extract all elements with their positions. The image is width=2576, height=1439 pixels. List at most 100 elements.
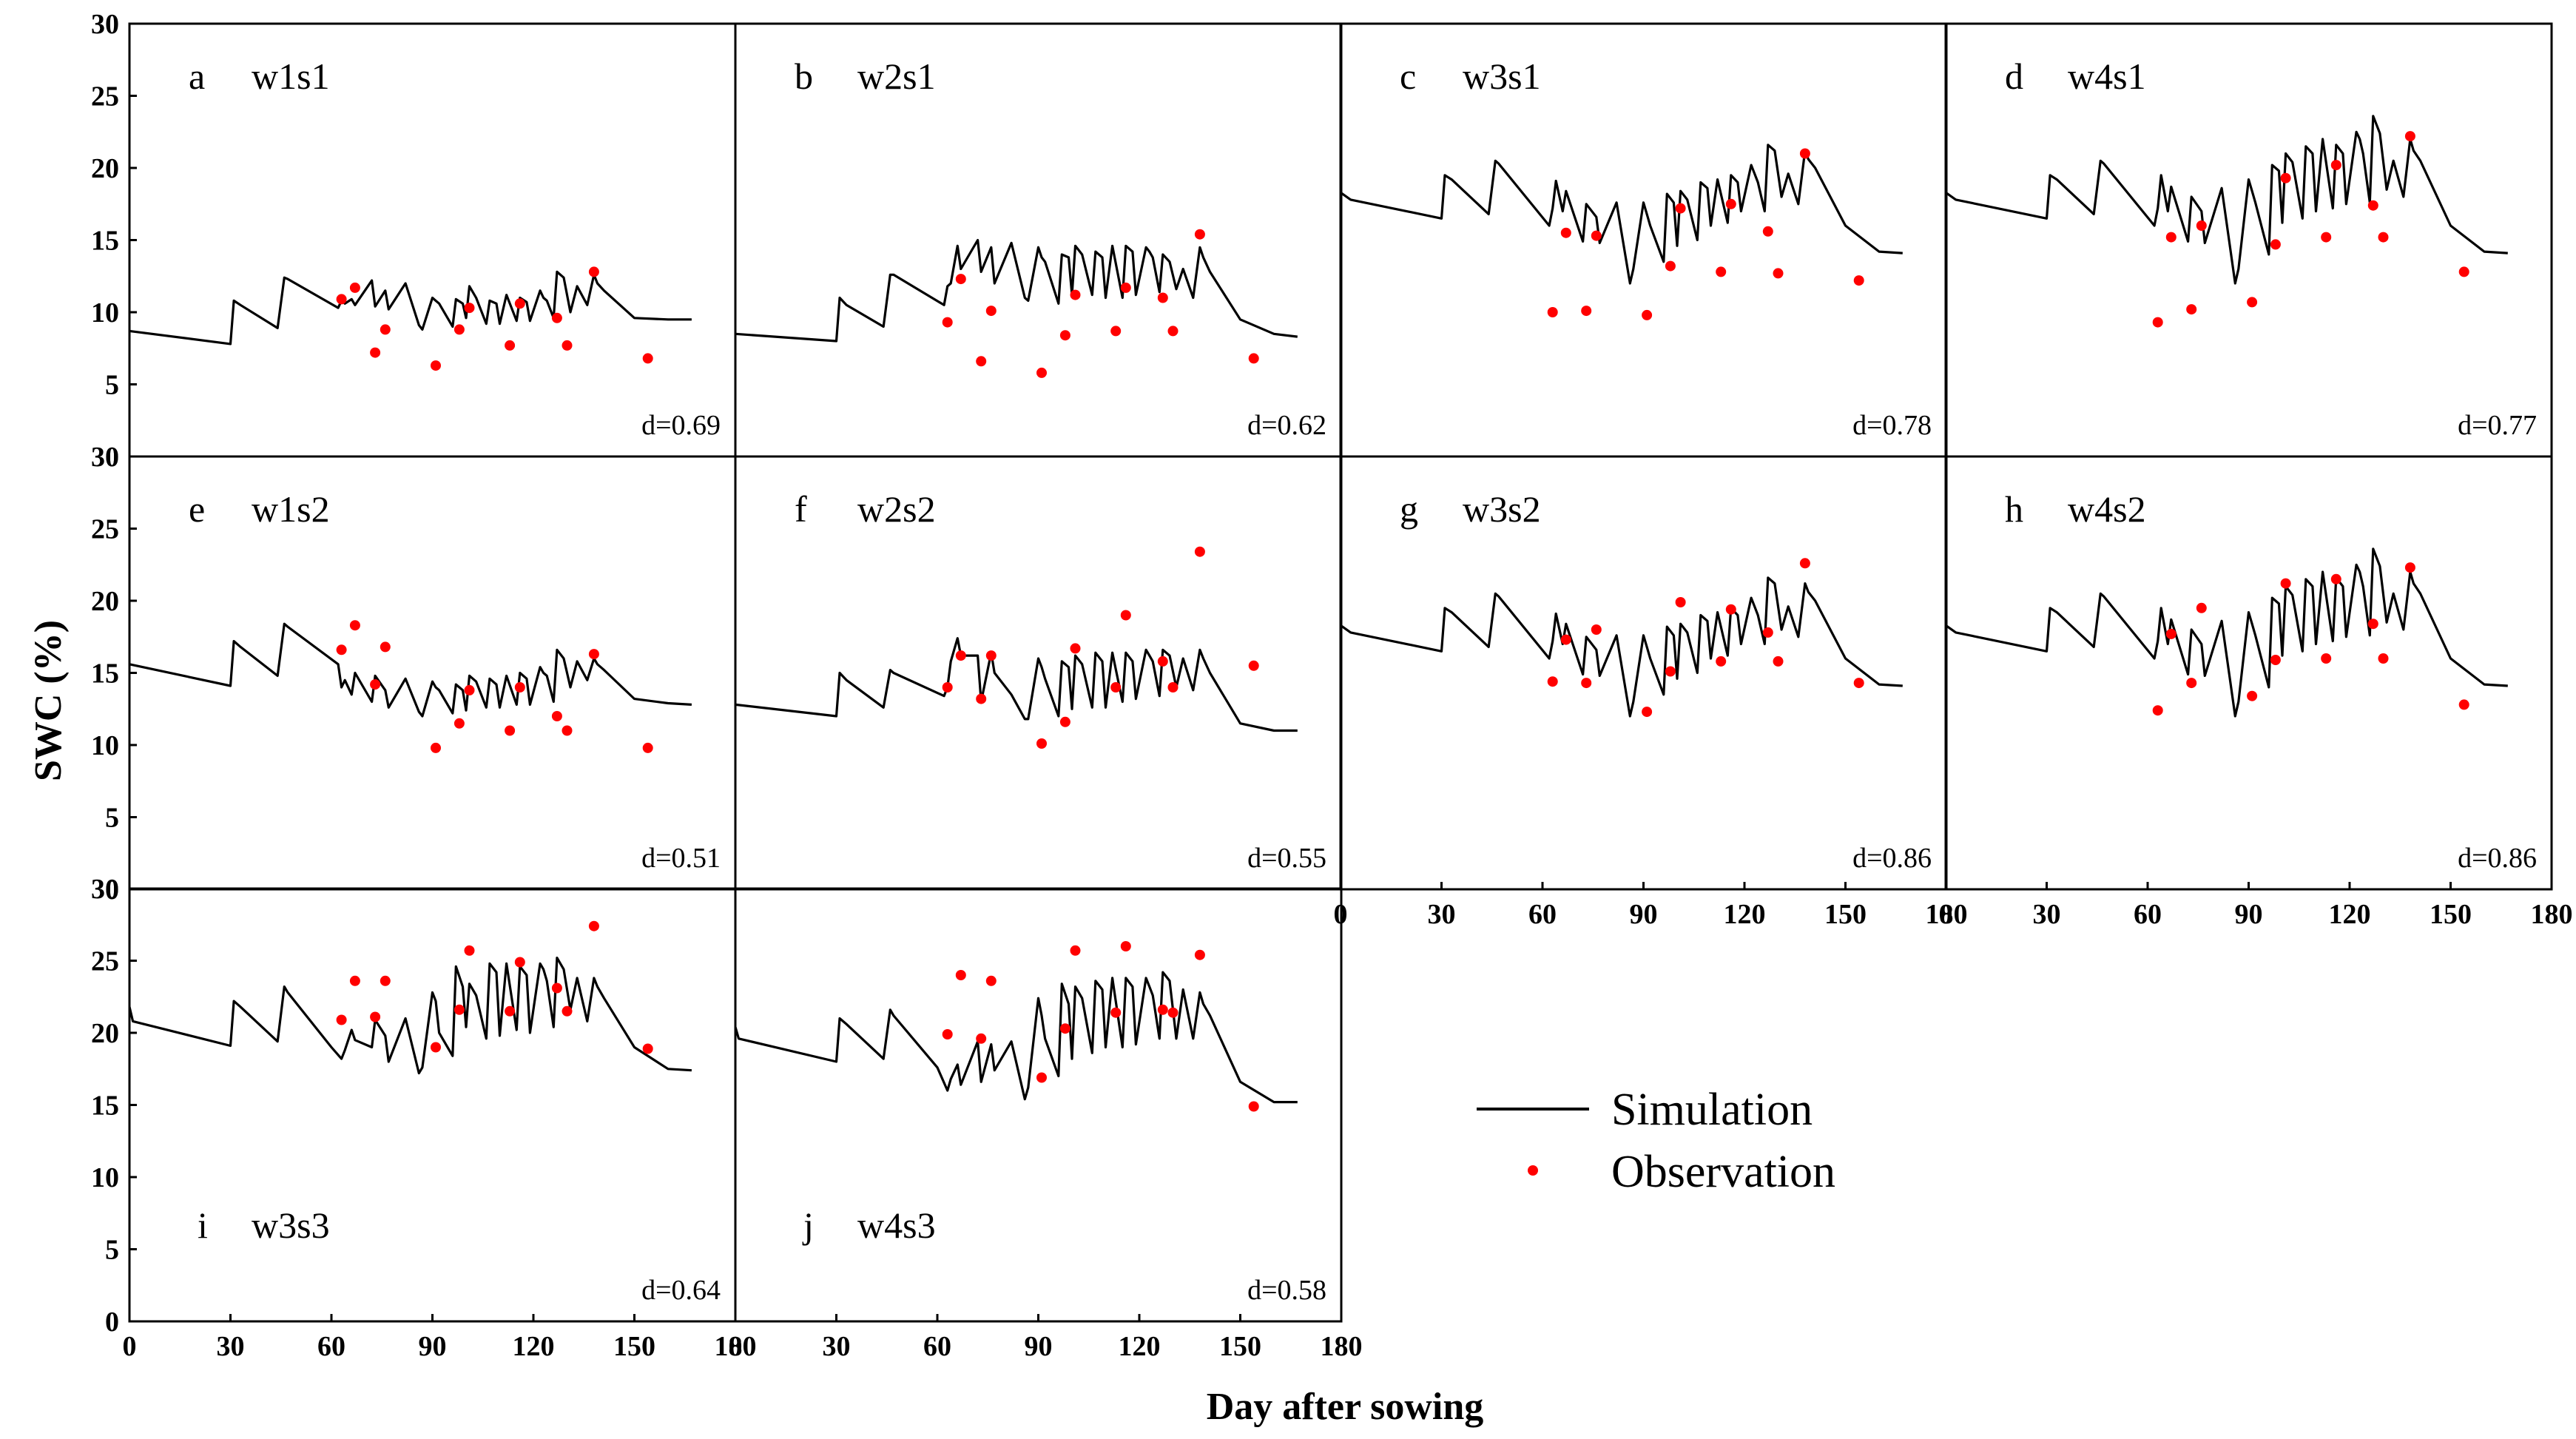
panel-treatment-label: w1s1 xyxy=(252,55,330,97)
panel-frame xyxy=(734,22,1343,458)
simulation-line xyxy=(734,971,1298,1104)
observation-point xyxy=(1194,546,1205,557)
x-tick-label: 30 xyxy=(2033,899,2061,930)
observation-point xyxy=(1120,282,1131,293)
x-tick-label: 60 xyxy=(1528,899,1557,930)
observation-point xyxy=(642,353,653,364)
y-tick-label: 25 xyxy=(91,514,119,545)
observation-point xyxy=(1070,289,1081,300)
observation-point xyxy=(2458,699,2469,710)
panel-frame xyxy=(128,455,737,891)
x-tick-label: 90 xyxy=(2235,899,2263,930)
observation-point xyxy=(336,644,347,656)
x-tick-label: 150 xyxy=(1824,899,1867,930)
observation-point xyxy=(349,282,360,293)
observation-point xyxy=(562,725,573,736)
observation-point xyxy=(370,679,381,690)
panel-frame xyxy=(1339,455,1948,891)
x-tick-label: 180 xyxy=(715,1331,757,1362)
observation-point xyxy=(1773,268,1784,279)
y-tick-label: 5 xyxy=(105,1235,119,1266)
panel-treatment-label: w4s3 xyxy=(857,1204,936,1246)
observation-point xyxy=(2270,655,2281,665)
x-tick-label: 180 xyxy=(2531,899,2573,930)
y-tick-label: 30 xyxy=(91,874,119,905)
x-tick-label: 120 xyxy=(2329,899,2371,930)
observation-point xyxy=(588,649,599,660)
observation-point xyxy=(2280,578,2291,589)
observation-point xyxy=(1110,682,1122,692)
observation-point xyxy=(1036,738,1047,749)
panel-treatment-label: w3s3 xyxy=(252,1204,330,1246)
panel-j: 0 30 60 90 120 150 180 j w4s3 d=0.58 xyxy=(729,887,1363,1362)
simulation-line xyxy=(1945,115,2508,285)
observation-point xyxy=(1059,330,1070,341)
observation-point xyxy=(380,641,391,653)
observation-point xyxy=(551,711,562,721)
panel-treatment-label: w3s1 xyxy=(1463,55,1541,97)
simulation-line xyxy=(128,956,692,1075)
observation-point xyxy=(2270,239,2281,250)
observation-point xyxy=(454,324,465,335)
panel-letter: g xyxy=(1400,488,1418,530)
agreement-index-label: d=0.51 xyxy=(641,843,721,874)
observation-point xyxy=(642,742,653,753)
x-tick-label: 30 xyxy=(1428,899,1456,930)
observation-point xyxy=(1167,682,1179,692)
simulation-line xyxy=(129,622,692,718)
x-tick-label: 180 xyxy=(1926,899,1968,930)
y-tick-label: 30 xyxy=(91,9,119,40)
observation-point xyxy=(1762,627,1773,638)
x-tick-label: 90 xyxy=(1630,899,1658,930)
legend: Simulation Observation xyxy=(1477,1085,1835,1197)
y-tick-label: 20 xyxy=(91,586,119,617)
panel-letter: f xyxy=(795,488,807,530)
panel-treatment-label: w4s1 xyxy=(2068,55,2146,97)
observation-point xyxy=(431,360,441,371)
panel-letter: j xyxy=(802,1204,814,1246)
observation-point xyxy=(1642,707,1653,718)
panel-letter: c xyxy=(1400,55,1416,97)
observation-point xyxy=(1167,326,1179,337)
x-tick-label: 30 xyxy=(823,1331,851,1362)
observation-point xyxy=(2367,200,2378,211)
observation-point xyxy=(1799,558,1810,569)
agreement-index-label: d=0.86 xyxy=(1852,843,1932,874)
observation-point xyxy=(380,975,391,986)
observation-point xyxy=(976,693,987,704)
observation-point xyxy=(1036,1072,1047,1083)
observation-point xyxy=(431,742,441,753)
observation-point xyxy=(1642,309,1653,320)
observation-point xyxy=(976,1033,987,1044)
simulation-line xyxy=(1945,547,2508,718)
observation-point xyxy=(1716,266,1727,277)
observation-point xyxy=(2152,705,2163,716)
panel-letter: h xyxy=(2005,488,2023,530)
simulation-line xyxy=(1340,576,1903,718)
panel-treatment-label: w3s2 xyxy=(1463,488,1541,530)
legend-observation-label: Observation xyxy=(1611,1147,1835,1197)
observation-point xyxy=(2196,220,2207,231)
observation-point xyxy=(431,1042,441,1053)
agreement-index-label: d=0.62 xyxy=(1247,410,1326,441)
agreement-index-label: d=0.86 xyxy=(2458,843,2537,874)
legend-simulation-label: Simulation xyxy=(1611,1085,1813,1135)
observation-point xyxy=(1110,1007,1122,1018)
observation-point xyxy=(336,294,347,305)
observation-point xyxy=(588,920,599,931)
observation-point xyxy=(2247,297,2258,308)
observation-point xyxy=(1547,307,1558,317)
observation-point xyxy=(1560,227,1571,238)
y-tick-label: 15 xyxy=(91,658,119,690)
observation-point xyxy=(2330,160,2341,171)
panel-treatment-label: w4s2 xyxy=(2068,488,2146,530)
x-tick-label: 90 xyxy=(1025,1331,1053,1362)
observation-point xyxy=(370,347,381,358)
observation-point xyxy=(2321,232,2332,243)
observation-point xyxy=(2458,266,2469,277)
agreement-index-label: d=0.69 xyxy=(641,410,721,441)
observation-point xyxy=(1194,949,1205,960)
observation-point xyxy=(1725,198,1736,209)
agreement-index-label: d=0.64 xyxy=(641,1275,721,1306)
